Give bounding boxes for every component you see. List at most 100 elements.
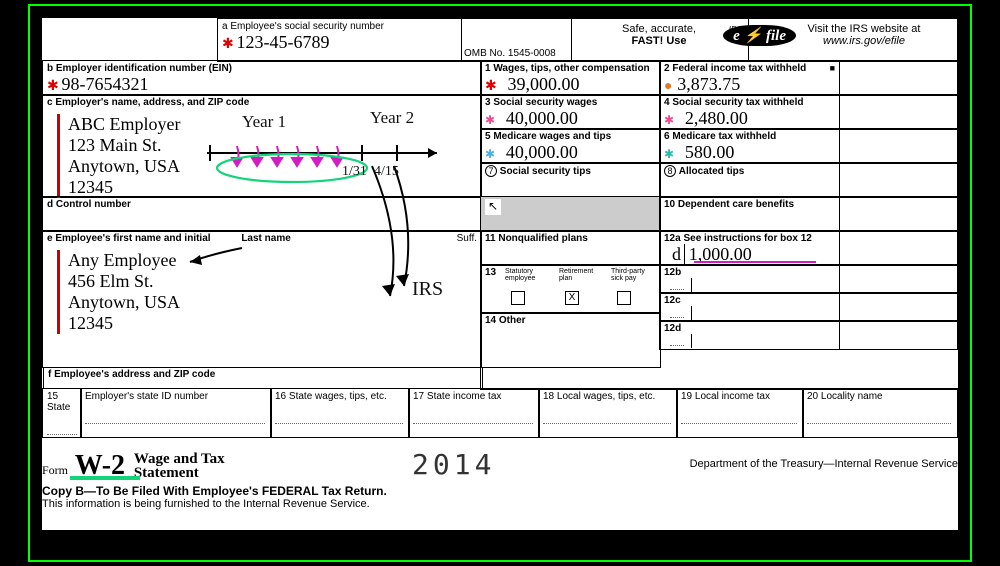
employer-zip: 12345: [68, 177, 477, 198]
url-label: www.irs.gov/efile: [775, 35, 953, 47]
r15-c6: 19 Local income tax: [681, 391, 799, 402]
box-18: 18 Local wages, tips, etc.: [538, 388, 678, 438]
box12b-label: 12b: [664, 267, 835, 278]
box-2-ext: [838, 60, 958, 96]
omb-label: OMB No. 1545-0008: [464, 48, 556, 59]
dept: Department of the Treasury—Internal Reve…: [690, 458, 958, 470]
magenta-underline: [694, 261, 816, 263]
box5-label: 5 Medicare wages and tips: [485, 131, 656, 142]
box1-label: 1 Wages, tips, other compensation: [485, 63, 656, 74]
box-12c: 12c: [659, 292, 840, 322]
marker-icon: ✱: [664, 113, 674, 127]
box-12d: 12d: [659, 320, 840, 350]
r15-c5: 18 Local wages, tips, etc.: [543, 391, 673, 402]
checkbox-thirdparty: [617, 291, 631, 305]
box3-value: 40,000.00: [498, 108, 578, 128]
title2: Statement: [134, 466, 225, 480]
box-12c-ext: [838, 292, 958, 322]
star-icon: ✱: [222, 35, 234, 51]
safe-box: Safe, accurate, FAST! Use IRS e ⚡ file: [570, 18, 749, 62]
visit-box: Visit the IRS website at www.irs.gov/efi…: [747, 18, 958, 62]
box-12b: 12b: [659, 264, 840, 294]
box-b-label: b Employer identification number (EIN): [47, 63, 477, 74]
ann-year1: Year 1: [242, 112, 286, 132]
r15-c4: 17 State income tax: [413, 391, 535, 402]
box6-label: 6 Medicare tax withheld: [664, 131, 835, 142]
visit-label: Visit the IRS website at: [775, 23, 953, 35]
box-e-label2: Last name: [241, 233, 290, 244]
box13-s1: Statutory employee: [505, 268, 539, 282]
w2-form: a Employee's social security number ✱ 12…: [42, 18, 958, 530]
box-20: 20 Locality name: [802, 388, 958, 438]
title1: Wage and Tax: [134, 452, 225, 466]
box-e-label1: e Employee's first name and initial: [47, 233, 211, 244]
ann-d1: 1/31: [342, 164, 367, 180]
box-10: 10 Dependent care benefits: [659, 196, 840, 232]
box-16: 16 State wages, tips, etc.: [270, 388, 410, 438]
marker-icon: ✱: [485, 113, 495, 127]
box10-label: 10 Dependent care benefits: [664, 199, 835, 210]
box-d-label: d Control number: [47, 199, 477, 210]
box-13: 13 Statutory employee Retirement plan Th…: [480, 264, 661, 314]
box3-label: 3 Social security wages: [485, 97, 656, 108]
checkbox-statutory: [511, 291, 525, 305]
box-3: 3 Social security wages ✱ 40,000.00: [480, 94, 661, 130]
box-4: 4 Social security tax withheld ✱ 2,480.0…: [659, 94, 840, 130]
info-line: This information is being furnished to t…: [42, 498, 370, 510]
box-11: 11 Nonqualified plans: [480, 230, 661, 266]
box-9: ↖: [480, 196, 661, 232]
box12c-label: 12c: [664, 295, 835, 306]
box13-label: 13: [485, 267, 496, 278]
ein-value: 98-7654321: [62, 74, 149, 94]
box-c-label: c Employer's name, address, and ZIP code: [47, 97, 477, 108]
filler-row: [480, 366, 960, 390]
box12d-label: 12d: [664, 323, 835, 334]
box-b: b Employer identification number (EIN) ✱…: [42, 60, 482, 96]
box-10-ext: [838, 196, 958, 232]
box-5: 5 Medicare wages and tips ✱ 40,000.00: [480, 128, 661, 164]
box-15-id: Employer's state ID number: [80, 388, 272, 438]
box-12b-ext: [838, 264, 958, 294]
employer-city: Anytown, USA: [68, 156, 477, 177]
box2-value: 3,873.75: [675, 74, 740, 94]
box4-label: 4 Social security tax withheld: [664, 97, 835, 108]
marker-icon: ●: [664, 77, 672, 93]
box13-s3: Third-party sick pay: [611, 268, 649, 282]
ann-year2: Year 2: [370, 108, 414, 128]
box-e-label3: Suff.: [457, 233, 477, 244]
ann-d2: 4/15: [374, 164, 399, 180]
box-a-ssn: a Employee's social security number ✱ 12…: [217, 18, 462, 62]
r15-c1: 15 State: [47, 391, 77, 413]
box4-value: 2,480.00: [677, 108, 748, 128]
box6-value: 580.00: [677, 142, 735, 162]
box-15-state: 15 State: [42, 388, 82, 438]
circle-7-icon: 7: [485, 165, 497, 177]
box-d: d Control number: [42, 196, 482, 232]
box-4-ext: [838, 94, 958, 130]
box7-label: Social security tips: [500, 166, 591, 177]
box-1: 1 Wages, tips, other compensation ✱ 39,0…: [480, 60, 661, 96]
year: 2014: [412, 448, 495, 481]
box-12a: 12a See instructions for box 12 d 1,000.…: [659, 230, 840, 266]
box-17: 17 State income tax: [408, 388, 540, 438]
omb-box: OMB No. 1545-0008: [460, 18, 572, 62]
box8-label: Allocated tips: [679, 166, 745, 177]
ann-irs: IRS: [412, 278, 443, 301]
box-12d-ext: [838, 320, 958, 350]
employee-zip: 12345: [68, 313, 477, 334]
r15-c2: Employer's state ID number: [85, 391, 267, 402]
r15-c7: 20 Locality name: [807, 391, 953, 402]
employee-name: Any Employee: [68, 250, 477, 271]
marker-icon: ✱: [485, 77, 497, 93]
box-12a-ext: [838, 230, 958, 266]
r15-c3: 16 State wages, tips, etc.: [275, 391, 405, 402]
box14-label: 14 Other: [485, 315, 656, 326]
box13-s2: Retirement plan: [559, 268, 597, 282]
box-a-label: a Employee's social security number: [222, 21, 457, 32]
marker-icon: ✱: [485, 147, 495, 161]
box-f-label: f Employee's address and ZIP code: [48, 369, 215, 380]
safe-label: Safe, accurate,: [574, 23, 744, 35]
star-icon: ✱: [47, 77, 59, 93]
box-8-ext: [838, 162, 958, 198]
box-6: 6 Medicare tax withheld ✱ 580.00: [659, 128, 840, 164]
